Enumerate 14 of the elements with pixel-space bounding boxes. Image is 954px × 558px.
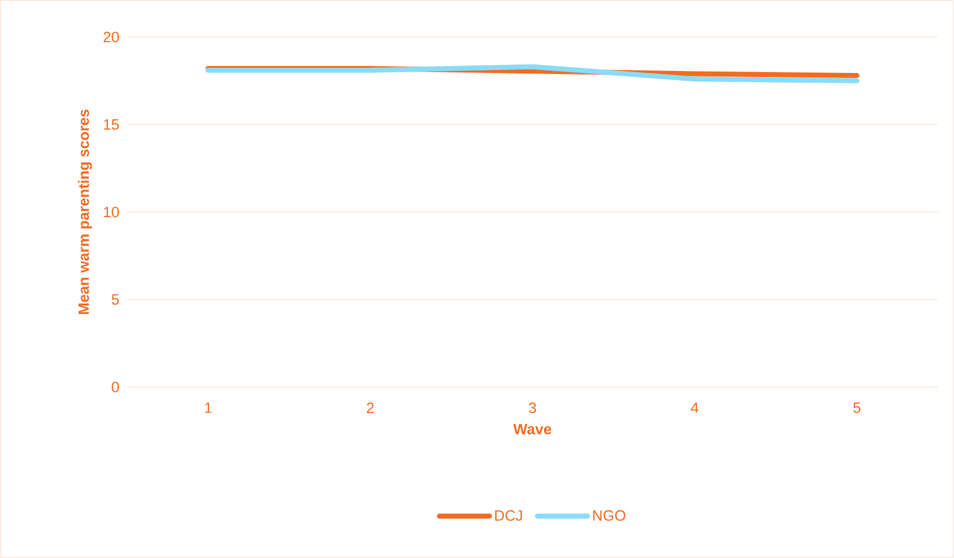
- x-tick-label: 3: [528, 402, 536, 414]
- y-tick-label: 10: [104, 206, 119, 218]
- y-tick-label: 0: [112, 382, 119, 392]
- x-tick-label: 1: [205, 402, 212, 413]
- x-tick-label: 2: [366, 402, 374, 413]
- y-tick-label: 15: [104, 119, 119, 130]
- y-axis-title: Mean warm parenting scores: [78, 110, 92, 314]
- x-axis-title: Wave: [513, 424, 552, 434]
- legend-label: NGO: [593, 510, 626, 521]
- y-tick-label: 5: [112, 294, 119, 305]
- x-tick-label: 5: [853, 402, 860, 413]
- x-tick-label: 4: [690, 402, 698, 413]
- legend-label: DCJ: [495, 510, 522, 521]
- y-tick-label: 20: [104, 32, 119, 42]
